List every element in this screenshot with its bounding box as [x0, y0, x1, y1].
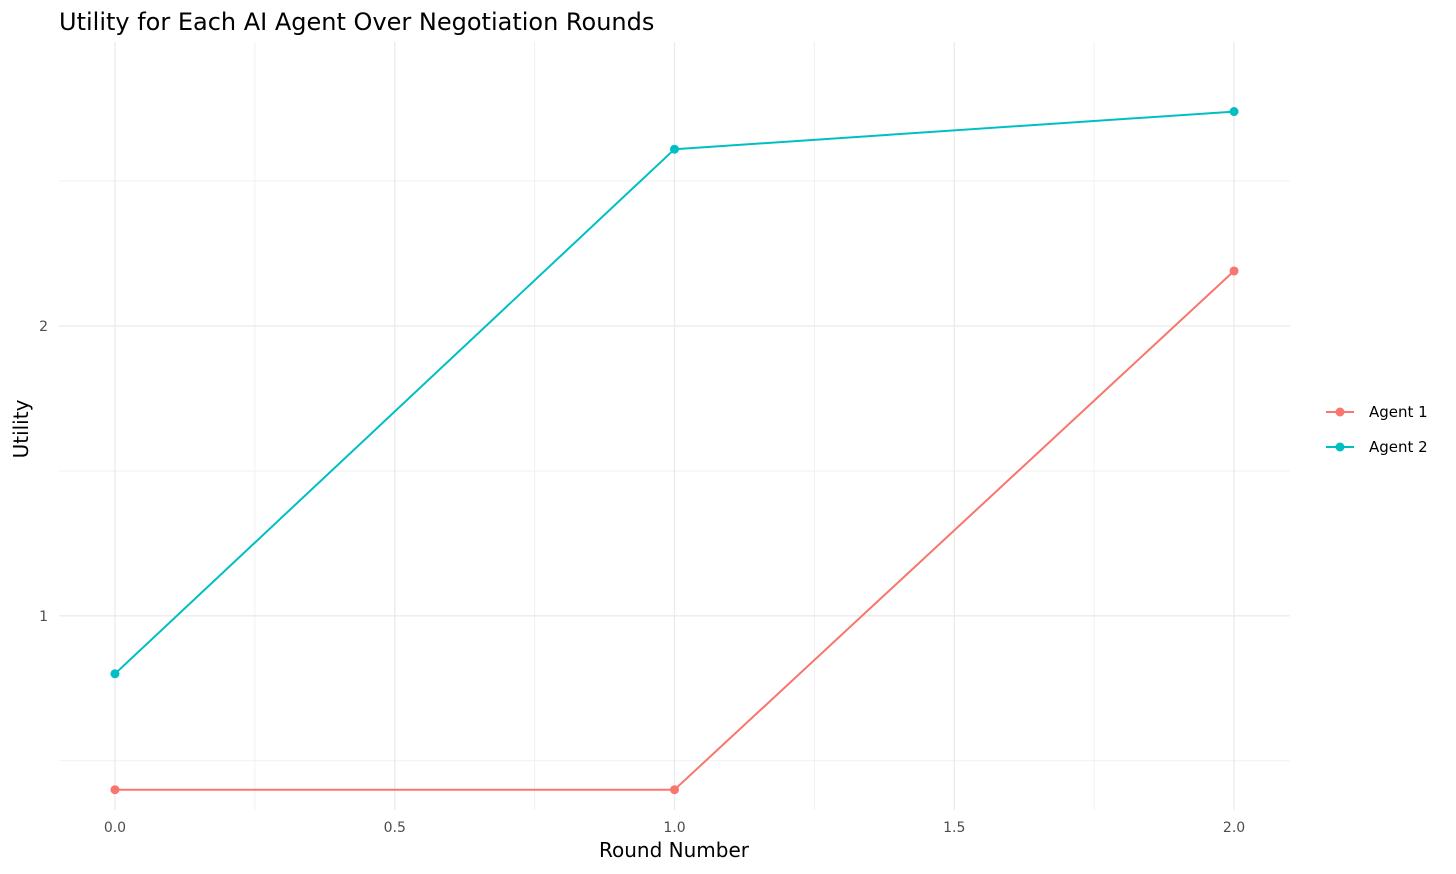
chart-title: Utility for Each AI Agent Over Negotiati…: [59, 8, 654, 36]
legend-item: Agent 2: [1326, 438, 1428, 456]
x-tick-label: 2.0: [1223, 820, 1245, 836]
x-tick-label: 0.0: [104, 820, 126, 836]
data-point: [1229, 107, 1239, 117]
x-axis-title: Round Number: [599, 838, 750, 862]
y-tick-label: 2: [39, 319, 48, 335]
legend-label: Agent 1: [1369, 403, 1428, 421]
grid: [59, 42, 1290, 810]
legend-key-point: [1335, 407, 1345, 417]
data-point: [1229, 266, 1239, 276]
series-2: [110, 107, 1239, 679]
data-point: [670, 144, 679, 154]
x-tick-label: 1.0: [663, 820, 685, 836]
x-tick-label: 0.5: [384, 820, 406, 836]
y-axis-title: Utility: [9, 399, 33, 458]
y-tick-label: 1: [39, 609, 48, 625]
data-point: [670, 785, 679, 795]
data-point: [110, 669, 120, 679]
x-tick-label: 1.5: [943, 820, 965, 836]
series-layer: [110, 107, 1239, 795]
data-point: [110, 785, 120, 795]
series-1: [110, 266, 1239, 795]
legend: Agent 1 Agent 2: [1326, 403, 1428, 456]
legend-label: Agent 2: [1369, 438, 1428, 456]
legend-item: Agent 1: [1326, 403, 1428, 421]
legend-key-point: [1335, 442, 1345, 452]
tick-labels: 0.0 0.5 1.0 1.5 2.0 1 2: [39, 319, 1245, 836]
